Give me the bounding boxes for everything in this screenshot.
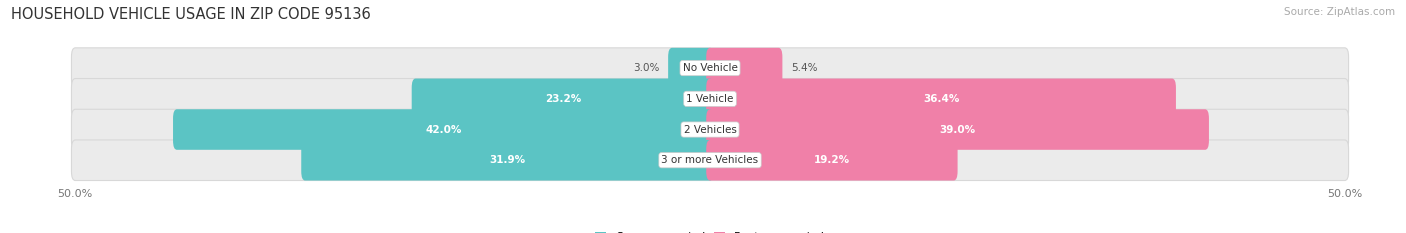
Text: 5.4%: 5.4% [792, 63, 818, 73]
Legend: Owner-occupied, Renter-occupied: Owner-occupied, Renter-occupied [591, 227, 830, 233]
Text: 19.2%: 19.2% [814, 155, 851, 165]
Text: 39.0%: 39.0% [939, 124, 976, 134]
FancyBboxPatch shape [72, 79, 1348, 119]
Text: 42.0%: 42.0% [425, 124, 461, 134]
FancyBboxPatch shape [412, 79, 714, 119]
FancyBboxPatch shape [72, 48, 1348, 88]
FancyBboxPatch shape [72, 109, 1348, 150]
FancyBboxPatch shape [72, 140, 1348, 181]
FancyBboxPatch shape [706, 140, 957, 181]
Text: 31.9%: 31.9% [489, 155, 526, 165]
Text: HOUSEHOLD VEHICLE USAGE IN ZIP CODE 95136: HOUSEHOLD VEHICLE USAGE IN ZIP CODE 9513… [11, 7, 371, 22]
FancyBboxPatch shape [706, 109, 1209, 150]
Text: 3 or more Vehicles: 3 or more Vehicles [661, 155, 759, 165]
Text: 3.0%: 3.0% [633, 63, 659, 73]
Text: No Vehicle: No Vehicle [682, 63, 738, 73]
FancyBboxPatch shape [706, 79, 1175, 119]
Text: 36.4%: 36.4% [922, 94, 959, 104]
Text: Source: ZipAtlas.com: Source: ZipAtlas.com [1284, 7, 1395, 17]
FancyBboxPatch shape [706, 48, 782, 88]
FancyBboxPatch shape [301, 140, 714, 181]
Text: 23.2%: 23.2% [544, 94, 581, 104]
FancyBboxPatch shape [668, 48, 714, 88]
Text: 1 Vehicle: 1 Vehicle [686, 94, 734, 104]
FancyBboxPatch shape [173, 109, 714, 150]
Text: 2 Vehicles: 2 Vehicles [683, 124, 737, 134]
